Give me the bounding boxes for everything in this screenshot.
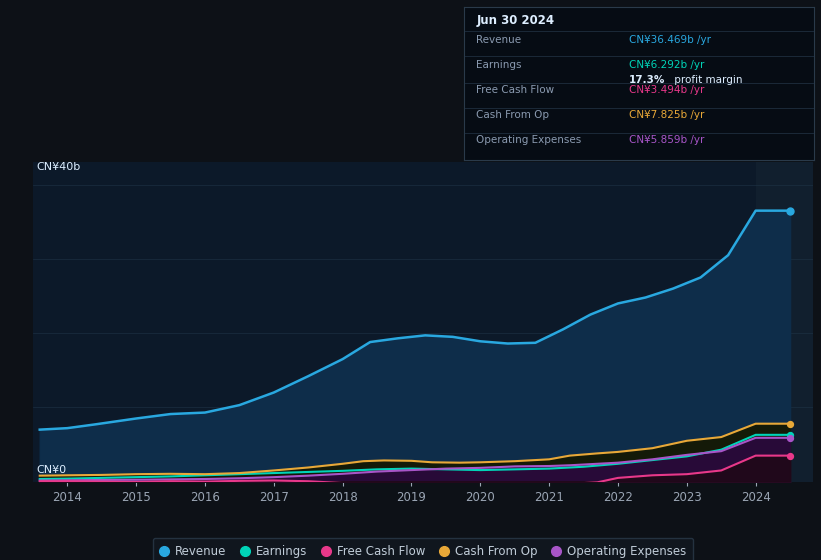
Text: Jun 30 2024: Jun 30 2024 — [476, 14, 554, 27]
Text: CN¥7.825b /yr: CN¥7.825b /yr — [629, 110, 704, 120]
Point — [783, 206, 796, 215]
Point — [783, 451, 796, 460]
Text: CN¥5.859b /yr: CN¥5.859b /yr — [629, 135, 704, 145]
Point — [783, 433, 796, 442]
Text: CN¥3.494b /yr: CN¥3.494b /yr — [629, 85, 704, 95]
Text: CN¥0: CN¥0 — [37, 465, 67, 475]
Text: 17.3%: 17.3% — [629, 75, 665, 85]
Text: Earnings: Earnings — [476, 60, 521, 70]
Bar — [755, 162, 813, 482]
Legend: Revenue, Earnings, Free Cash Flow, Cash From Op, Operating Expenses: Revenue, Earnings, Free Cash Flow, Cash … — [153, 538, 693, 560]
Text: CN¥6.292b /yr: CN¥6.292b /yr — [629, 60, 704, 70]
Text: Operating Expenses: Operating Expenses — [476, 135, 581, 145]
Text: CN¥40b: CN¥40b — [37, 162, 81, 172]
Point — [783, 419, 796, 428]
Text: Free Cash Flow: Free Cash Flow — [476, 85, 554, 95]
Text: CN¥36.469b /yr: CN¥36.469b /yr — [629, 35, 711, 45]
Text: profit margin: profit margin — [671, 75, 742, 85]
Text: Cash From Op: Cash From Op — [476, 110, 549, 120]
Text: Revenue: Revenue — [476, 35, 521, 45]
Point — [783, 430, 796, 439]
